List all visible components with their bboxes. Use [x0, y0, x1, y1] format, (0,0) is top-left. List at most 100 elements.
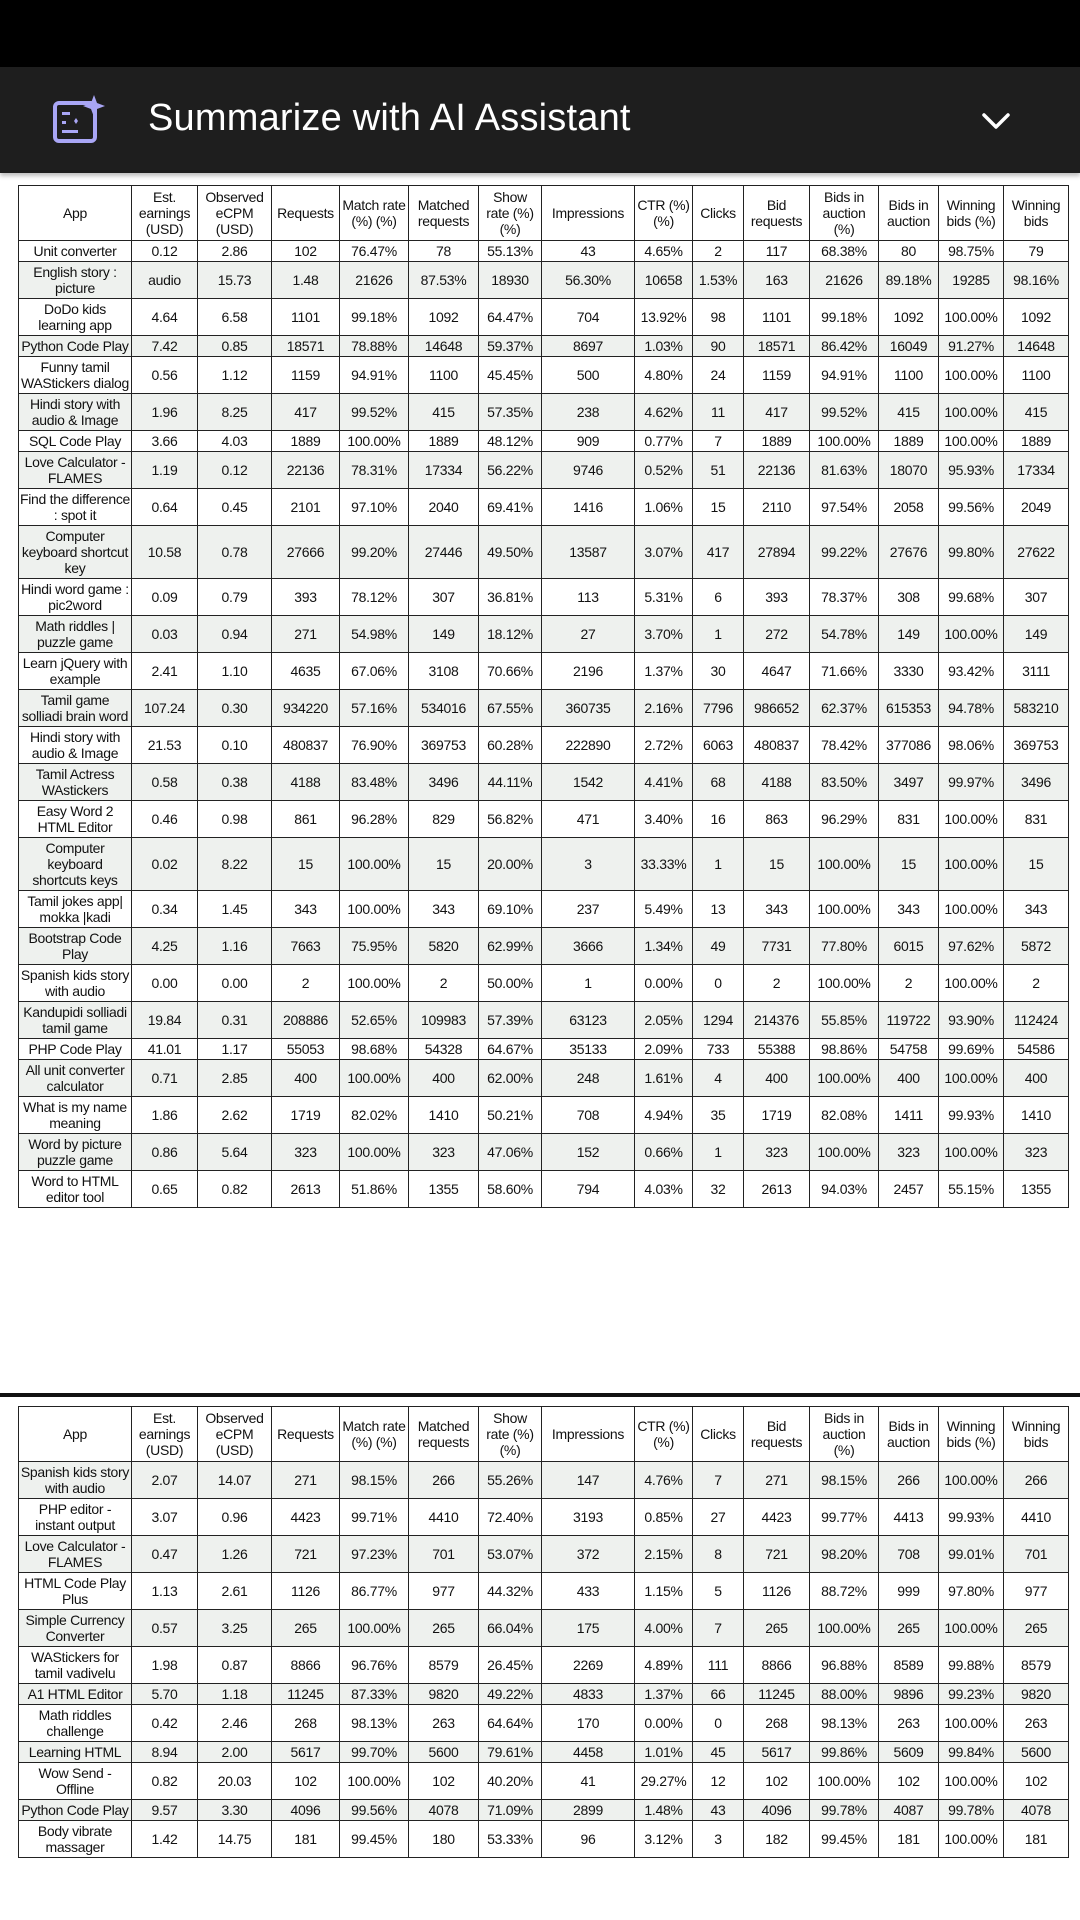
table-cell: 78.12% — [339, 578, 409, 616]
app-name-cell: English story : picture — [18, 261, 132, 299]
table-cell: 99.52% — [809, 393, 879, 431]
app-name-cell: WAStickers for tamil vadivelu — [18, 1646, 132, 1684]
table-cell: 1 — [692, 1133, 744, 1171]
table-cell: 3108 — [408, 652, 479, 690]
table-cell: 4188 — [271, 763, 340, 801]
table-cell: 22136 — [271, 451, 340, 489]
table-cell: 8.25 — [197, 393, 272, 431]
column-header: Winning bids (%) — [938, 1406, 1004, 1462]
table-cell: 708 — [878, 1535, 939, 1573]
table-cell: 163 — [743, 261, 810, 299]
table-cell: 112424 — [1003, 1001, 1069, 1039]
table-cell: 49 — [692, 927, 744, 965]
column-header: Requests — [271, 185, 340, 241]
table-cell: 24 — [692, 356, 744, 394]
table-cell: 372 — [541, 1535, 635, 1573]
table-cell: 1 — [692, 615, 744, 653]
table-cell: 100.00% — [938, 298, 1004, 336]
table-cell: 99.69% — [938, 1038, 1004, 1060]
table-cell: 52.65% — [339, 1001, 409, 1039]
table-cell: 323 — [878, 1133, 939, 1171]
table-cell: 2.46 — [197, 1704, 272, 1742]
table-row: Math riddles challenge 0.42 2.46 268 98.13% 2… — [18, 1704, 1069, 1742]
table-cell: 83.50% — [809, 763, 879, 801]
table-cell: 17334 — [1003, 451, 1069, 489]
table-cell: 1.61% — [634, 1059, 693, 1097]
table-cell: 98.15% — [809, 1461, 879, 1499]
table-cell: 100.00% — [938, 1133, 1004, 1171]
table-cell: 100.00% — [938, 1609, 1004, 1647]
table-cell: 102 — [271, 240, 340, 262]
table-cell: 4.03 — [197, 430, 272, 452]
table-cell: 99.93% — [938, 1498, 1004, 1536]
column-header: Show rate (%) (%) — [478, 1406, 542, 1462]
table-cell: 100.00% — [809, 837, 879, 891]
table-cell: 4188 — [743, 763, 810, 801]
table-cell: 1355 — [1003, 1170, 1069, 1208]
table-cell: 2613 — [743, 1170, 810, 1208]
table-cell: 100.00% — [809, 1762, 879, 1800]
table-cell: 96 — [541, 1820, 635, 1858]
table-cell: 94.78% — [938, 689, 1004, 727]
table-cell: 1.86 — [131, 1096, 198, 1134]
table-cell: 2.61 — [197, 1572, 272, 1610]
app-name-cell: Hindi word game : pic2word — [18, 578, 132, 616]
table-cell: 100.00% — [938, 1461, 1004, 1499]
table-cell: 5 — [692, 1572, 744, 1610]
table-cell: 47.06% — [478, 1133, 542, 1171]
table-cell: 81.63% — [809, 451, 879, 489]
table-cell: 222890 — [541, 726, 635, 764]
table-row: SQL Code Play 3.66 4.03 1889 100.00% 1889 48.1… — [18, 430, 1069, 452]
table-cell: 100.00% — [339, 964, 409, 1002]
app-name-cell: Hindi story with audio & Image — [18, 726, 132, 764]
table-cell: 55.85% — [809, 1001, 879, 1039]
ai-assistant-header[interactable]: Summarize with AI Assistant — [0, 67, 1080, 173]
table-row: Hindi word game : pic2word 0.09 0.79 393 78.… — [18, 578, 1069, 616]
table-cell: 307 — [408, 578, 479, 616]
table-cell: 78.42% — [809, 726, 879, 764]
table-cell: 54586 — [1003, 1038, 1069, 1060]
table-cell: 99.18% — [339, 298, 409, 336]
table-cell: 400 — [743, 1059, 810, 1097]
table-cell: 78.31% — [339, 451, 409, 489]
table-cell: 343 — [878, 890, 939, 928]
table-cell: 2613 — [271, 1170, 340, 1208]
table-cell: 1.13 — [131, 1572, 198, 1610]
table-cell: 417 — [743, 393, 810, 431]
table-cell: 248 — [541, 1059, 635, 1097]
table-cell: 18070 — [878, 451, 939, 489]
table-cell: 27894 — [743, 525, 810, 579]
table-cell: 417 — [271, 393, 340, 431]
table-cell: 0.00% — [634, 1704, 693, 1742]
table-cell: 986652 — [743, 689, 810, 727]
table-cell: 10.58 — [131, 525, 198, 579]
column-header: App — [18, 185, 132, 241]
table-cell: 76.90% — [339, 726, 409, 764]
table-cell: 4087 — [878, 1799, 939, 1821]
table-cell: 100.00% — [938, 1820, 1004, 1858]
table-cell: 2457 — [878, 1170, 939, 1208]
table-cell: 13587 — [541, 525, 635, 579]
table-cell: 0.45 — [197, 488, 272, 526]
chevron-down-icon[interactable] — [978, 103, 1014, 139]
table-cell: 99.01% — [938, 1535, 1004, 1573]
table-cell: 0.82 — [131, 1762, 198, 1800]
table-cell: 22136 — [743, 451, 810, 489]
table-cell: 2 — [1003, 964, 1069, 1002]
column-header: Winning bids — [1003, 185, 1069, 241]
table-cell: 4423 — [743, 1498, 810, 1536]
table-cell: 5600 — [1003, 1741, 1069, 1763]
table-cell: 2.05% — [634, 1001, 693, 1039]
app-name-cell: Love Calculator - FLAMES — [18, 451, 132, 489]
app-name-cell: Kandupidi solliadi tamil game — [18, 1001, 132, 1039]
table-cell: 2.00 — [197, 1741, 272, 1763]
table-cell: 3.30 — [197, 1799, 272, 1821]
table-cell: 17334 — [408, 451, 479, 489]
table-cell: 147 — [541, 1461, 635, 1499]
table-cell: 98.13% — [339, 1704, 409, 1742]
table-cell: 55.13% — [478, 240, 542, 262]
table-cell: 18571 — [743, 335, 810, 357]
table-cell: 33.33% — [634, 837, 693, 891]
table-cell: 14.07 — [197, 1461, 272, 1499]
table-cell: 57.39% — [478, 1001, 542, 1039]
